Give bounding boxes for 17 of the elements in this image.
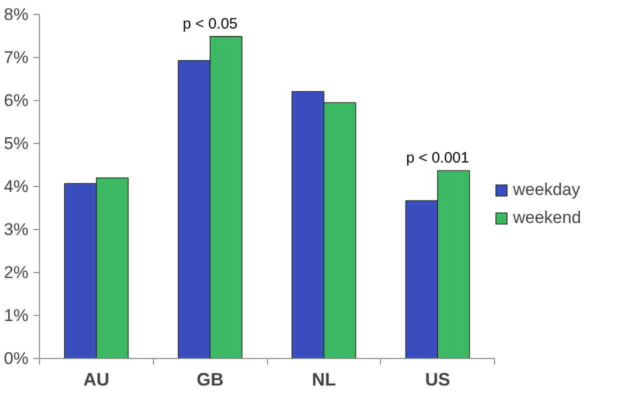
y-tick-label: 1% (4, 306, 29, 325)
y-tick-label: 2% (4, 263, 29, 282)
y-tick-label: 0% (4, 349, 29, 368)
legend-label: weekday (513, 180, 580, 200)
y-tick-label: 3% (4, 220, 29, 239)
x-tick-label: US (425, 370, 450, 390)
legend-label: weekend (513, 208, 582, 228)
annotation: p < 0.001 (406, 150, 470, 167)
x-tick-label: GB (196, 370, 224, 390)
y-tick-label: 8% (4, 5, 29, 24)
y-tick-label: 7% (4, 48, 29, 67)
x-tick-label: NL (312, 370, 336, 390)
y-tick-label: 4% (4, 177, 29, 196)
y-tick-label: 6% (4, 91, 29, 110)
annotation: p < 0.05 (182, 15, 238, 32)
x-tick-label: AU (83, 370, 110, 390)
y-tick-label: 5% (4, 134, 29, 153)
